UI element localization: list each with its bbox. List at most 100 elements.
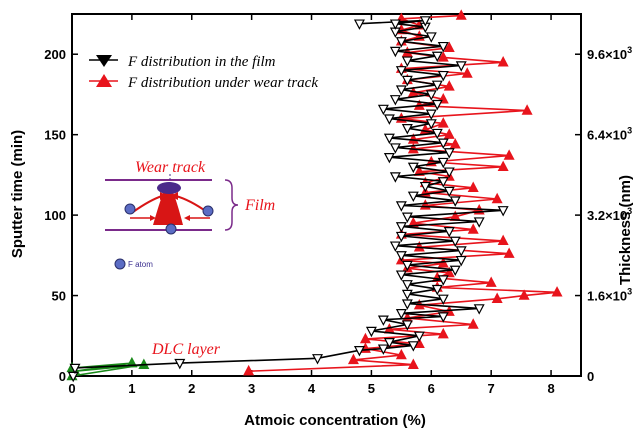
data-point-f-distribution-under-wear-track [449,138,461,149]
data-point-f-distribution-in-the-film [443,186,455,198]
data-point-f-distribution-in-the-film [437,138,449,149]
x-tick-label: 2 [188,381,195,396]
data-point-f-distribution-in-the-film [449,265,461,277]
wear-track-shape [153,182,183,225]
data-point-f-distribution-under-wear-track [347,353,359,365]
wear-track-schematic: Film Wear track F atom [105,159,275,270]
data-point-f-distribution-in-the-film [353,346,365,357]
data-point-f-distribution-under-wear-track [467,318,479,329]
data-point-f-distribution-under-wear-track [497,56,509,67]
data-point-f-distribution-in-the-film [389,241,401,252]
data-point-f-distribution-in-the-film [389,143,401,154]
y-tick-label: 50 [52,289,66,304]
data-point-f-distribution-in-the-film [437,157,449,169]
data-point-f-distribution-in-the-film [377,104,389,116]
data-point-f-distribution-in-the-film [401,124,413,135]
data-point-f-distribution-in-the-film [437,70,449,82]
data-point-f-distribution-in-the-film [425,90,437,101]
data-point-f-distribution-in-the-film [395,37,407,48]
data-point-f-distribution-under-wear-track [467,181,479,192]
data-point-f-distribution-in-the-film [431,51,443,63]
dlc-annotation: DLC layer [151,341,221,358]
y2-tick-label: 9.6×103 [587,45,632,62]
data-point-f-distribution-in-the-film [365,326,377,338]
data-point-f-distribution-in-the-film [449,196,461,207]
data-point-f-distribution-in-the-film [395,85,407,96]
y-tick-label: 200 [44,47,66,62]
y2-tick-text: 0 [587,369,594,384]
data-point-f-distribution-in-the-film [383,338,395,349]
data-point-f-distribution-in-the-film [437,312,449,323]
data-point-f-distribution-in-the-film [437,41,449,53]
legend-label-wear: F distribution under wear track [127,75,318,91]
y2-tick-text: 9.6×10 [587,47,627,62]
flow-arrow-left [132,195,163,213]
data-point-f-distribution-under-wear-track [443,80,455,91]
data-point-f-distribution-in-the-film [437,275,449,286]
data-point-f-distribution-in-the-film [443,167,455,178]
data-point-f-distribution-under-wear-track [503,149,515,160]
data-point-f-distribution-in-the-film [419,16,431,27]
flow-arrow-right [175,195,208,213]
data-point-f-distribution-in-the-film [174,358,186,370]
y-axis-title-right: Thickness (nm) [617,175,634,285]
data-point-f-distribution-in-the-film [383,133,395,145]
f-atom-right [202,205,214,217]
flow-arrow-right-head [170,192,178,200]
data-point-f-distribution-in-the-film [389,172,401,183]
f-atom-bottom [165,223,177,235]
x-tick-label: 1 [128,381,135,396]
series-f-distribution-in-the-film [67,16,509,383]
data-point-f-distribution-in-the-film [395,270,407,281]
data-point-f-distribution-in-the-film [401,56,413,67]
data-point-f-distribution-in-the-film [312,354,324,365]
data-point-f-distribution-in-the-film [395,251,407,262]
data-point-f-distribution-in-the-film [395,309,407,320]
y2-tick-exponent: 3 [627,126,632,136]
data-point-f-distribution-under-wear-track [437,51,449,62]
data-point-f-distribution-in-the-film [69,363,81,375]
y2-tick-text: 6.4×10 [587,128,627,143]
data-point-f-distribution-under-wear-track [407,216,419,228]
y-tick-label: 150 [44,128,66,143]
data-point-f-distribution-under-wear-track [437,327,449,339]
data-point-f-distribution-in-the-film [395,66,407,77]
data-point-f-distribution-in-the-film [401,280,413,291]
data-point-f-distribution-under-wear-track [551,286,563,297]
data-point-f-distribution-under-wear-track [243,364,255,376]
data-point-f-distribution-under-wear-track [497,234,509,246]
data-point-f-distribution-under-wear-track [518,289,530,300]
data-point-f-distribution-under-wear-track [359,332,371,344]
y-tick-label: 0 [59,369,66,384]
legend-marker-film [96,55,112,67]
series-layer [66,9,563,383]
flow-line-right-head [184,215,190,221]
data-point-f-distribution-in-the-film [389,19,401,30]
f-atom-legend-icon [114,258,126,270]
data-point-f-distribution-under-wear-track [497,160,509,172]
legend: F distribution in the film F distributio… [89,54,318,91]
data-point-f-distribution-under-wear-track [443,41,455,52]
data-point-f-distribution-under-wear-track [467,223,479,234]
y2-tick-text: 1.6×10 [587,289,627,304]
data-point-f-distribution-in-the-film [383,114,395,125]
film-brace [224,179,239,231]
x-tick-label: 5 [368,381,375,396]
data-point-f-distribution-in-the-film [377,315,389,326]
series-f-distribution-under-wear-track [243,9,563,376]
data-point-f-distribution-in-the-film [449,236,461,248]
data-point-f-distribution-under-wear-track [407,358,419,369]
y2-tick-label: 1.6×103 [587,287,632,304]
legend-marker-wear [96,74,112,87]
y2-tick-exponent: 3 [627,45,632,55]
data-point-f-distribution-under-wear-track [455,9,467,20]
data-point-f-distribution-under-wear-track [491,292,503,303]
data-point-f-distribution-in-the-film [353,19,365,30]
data-point-f-distribution-in-the-film [401,212,413,223]
data-point-f-distribution-in-the-film [437,177,449,188]
y-tick-label: 100 [44,208,66,223]
f-atom-left [124,203,136,215]
data-point-f-distribution-under-wear-track [485,276,497,287]
data-point-f-distribution-in-the-film [401,320,413,331]
